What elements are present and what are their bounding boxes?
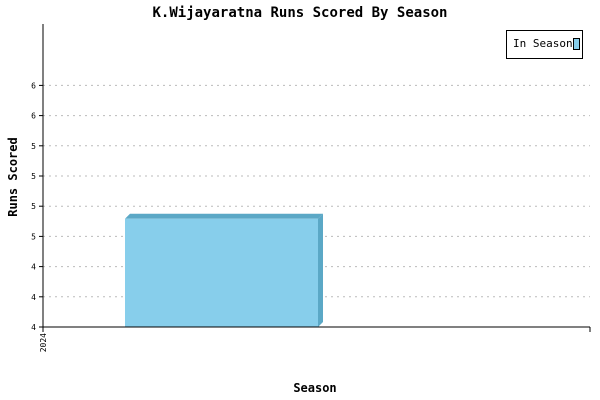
chart-title: K.Wijayaratna Runs Scored By Season <box>152 5 448 21</box>
bars <box>125 213 323 327</box>
y-tick-label: 5 <box>31 172 36 181</box>
legend-label: In Season <box>513 37 573 50</box>
y-tick-label: 4 <box>31 293 36 302</box>
y-tick-label: 5 <box>31 142 36 151</box>
bar <box>125 218 318 327</box>
y-axis-title: Runs Scored <box>6 137 20 217</box>
legend-swatch <box>573 38 580 50</box>
y-tick-label: 5 <box>31 202 36 211</box>
y-tick-label: 4 <box>31 263 36 272</box>
y-tick-label: 5 <box>31 232 36 241</box>
x-axis-title: Season <box>293 381 337 395</box>
axes <box>39 24 591 332</box>
y-tick-label: 6 <box>31 81 36 90</box>
bar-side <box>318 213 323 327</box>
y-tick-label: 6 <box>31 112 36 121</box>
legend: In Season <box>506 30 583 59</box>
x-tick-label: 2024 <box>39 333 48 352</box>
y-tick-label: 4 <box>31 323 36 332</box>
tick-labels: 4 4 4 5 5 5 5 6 6 2024 <box>31 81 48 352</box>
bar-top <box>125 213 323 219</box>
